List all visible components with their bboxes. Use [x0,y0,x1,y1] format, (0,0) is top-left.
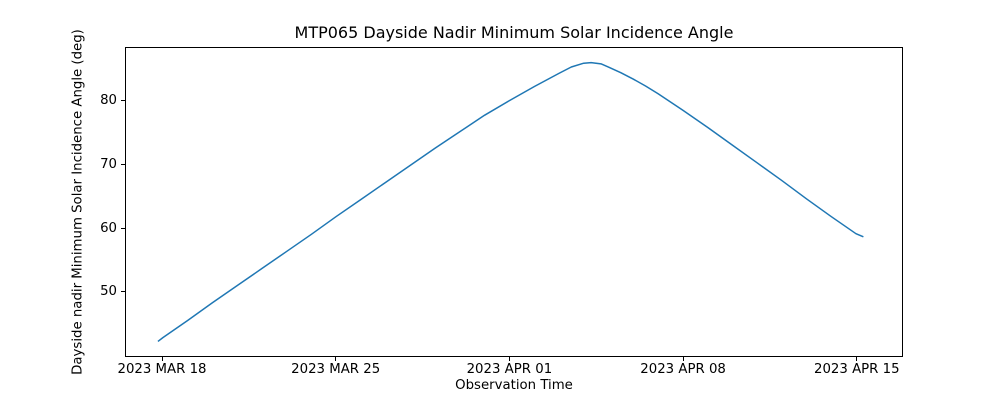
y-tick-mark [121,291,125,293]
y-tick-label: 80 [100,93,117,109]
x-tick-mark [856,357,858,361]
y-tick-mark [121,163,125,165]
y-tick-label: 50 [100,284,117,300]
x-tick-mark [335,357,337,361]
x-tick-mark [161,357,163,361]
x-tick-mark [508,357,510,361]
line-series-svg [157,61,864,343]
y-axis-label: Dayside nadir Minimum Solar Incidence An… [70,29,86,375]
y-tick-label: 70 [100,156,117,172]
x-tick-label: 2023 APR 08 [640,362,726,377]
x-tick-label: 2023 MAR 18 [117,362,207,377]
y-tick-label: 60 [100,220,117,236]
x-axis-label: Observation Time [455,378,573,393]
data-line-dayside-nadir-min-solar-incidence-angle [157,61,864,343]
chart-title: MTP065 Dayside Nadir Minimum Solar Incid… [294,23,734,42]
y-tick-mark [121,227,125,229]
x-tick-label: 2023 APR 01 [466,362,553,377]
y-tick-mark [121,100,125,102]
plot-area [125,47,903,357]
x-tick-mark [682,357,684,361]
x-tick-label: 2023 MAR 25 [291,362,381,377]
x-tick-label: 2023 APR 15 [814,362,900,377]
